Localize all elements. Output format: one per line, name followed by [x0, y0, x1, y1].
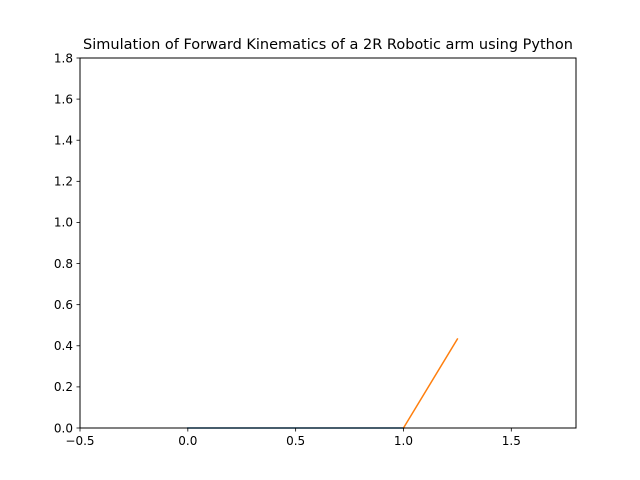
- y-tick-label: 0.0: [54, 421, 73, 435]
- x-tick-label: 0.5: [286, 434, 305, 448]
- x-tick-label: 0.0: [178, 434, 197, 448]
- y-tick-label: 0.4: [54, 339, 73, 353]
- y-tick-label: 1.2: [54, 175, 73, 189]
- y-tick-label: 0.6: [54, 298, 73, 312]
- y-tick-label: 1.0: [54, 216, 73, 230]
- x-tick-label: −0.5: [65, 434, 94, 448]
- y-tick-label: 0.8: [54, 257, 73, 271]
- plot-frame: [79, 57, 577, 429]
- y-tick-label: 1.8: [54, 51, 73, 65]
- y-tick-label: 1.6: [54, 92, 73, 106]
- x-axis: −0.5 0.0 0.5 1.0 1.5: [65, 428, 521, 448]
- y-axis: 0.0 0.2 0.4 0.6 0.8 1.0 1.2 1.4 1.6 1.8: [54, 51, 80, 435]
- y-tick-label: 0.2: [54, 380, 73, 394]
- series-layer: [187, 337, 459, 430]
- x-tick-label: 1.5: [502, 434, 521, 448]
- y-tick-label: 1.4: [54, 134, 73, 148]
- chart-title: Simulation of Forward Kinematics of a 2R…: [83, 37, 573, 53]
- series-line-2: [402, 337, 459, 430]
- x-tick-label: 1.0: [394, 434, 413, 448]
